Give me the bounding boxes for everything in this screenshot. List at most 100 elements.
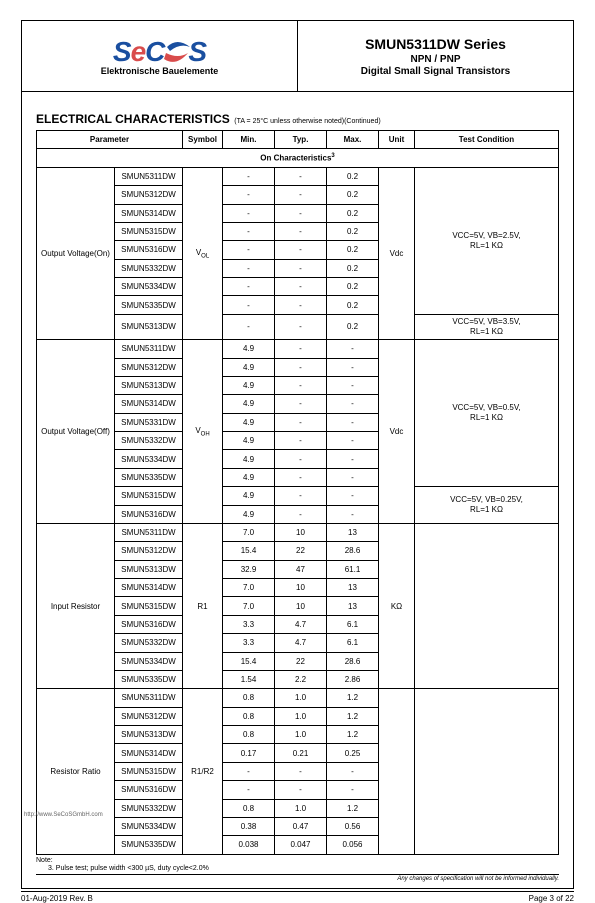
table-cell: SMUN5332DW [115, 432, 183, 450]
table-cell: 4.9 [223, 413, 275, 431]
table-cell: SMUN5332DW [115, 799, 183, 817]
table-row: SMUN5313DW--0.2VCC=5V, VB=3.5V,RL=1 KΩ [37, 314, 559, 339]
table-cell: 4.9 [223, 505, 275, 523]
series-description: Digital Small Signal Transistors [361, 66, 511, 77]
table-cell: - [223, 204, 275, 222]
table-cell: 4.9 [223, 468, 275, 486]
table-cell [415, 523, 559, 688]
table-cell: - [327, 413, 379, 431]
on-characteristics-cell: On Characteristics3 [37, 149, 559, 167]
table-row: Output Voltage(Off)SMUN5311DWVOH4.9--Vdc… [37, 340, 559, 358]
table-cell: - [327, 762, 379, 780]
table-cell: SMUN5334DW [115, 652, 183, 670]
table-cell: VCC=5V, VB=2.5V,RL=1 KΩ [415, 167, 559, 314]
table-cell: SMUN5314DW [115, 744, 183, 762]
table-cell: - [275, 340, 327, 358]
table-cell: 10 [275, 597, 327, 615]
logo: S e C S [113, 36, 206, 68]
table-cell: SMUN5314DW [115, 579, 183, 597]
table-cell: SMUN5315DW [115, 762, 183, 780]
logo-letter-s1: S [113, 36, 131, 68]
table-cell: Resistor Ratio [37, 689, 115, 854]
table-cell: SMUN5313DW [115, 726, 183, 744]
table-cell: 3.3 [223, 634, 275, 652]
table-cell: 1.2 [327, 799, 379, 817]
table-cell: SMUN5311DW [115, 523, 183, 541]
th-symbol: Symbol [183, 131, 223, 149]
on-characteristics-row: On Characteristics3 [37, 149, 559, 167]
table-cell: - [275, 241, 327, 259]
table-cell: - [275, 296, 327, 314]
notes: Note: 3. Pulse test; pulse width <300 µS… [36, 857, 559, 874]
table-cell: 13 [327, 579, 379, 597]
table-cell [379, 689, 415, 854]
table-cell: - [327, 468, 379, 486]
table-cell: SMUN5331DW [115, 413, 183, 431]
table-row: Resistor RatioSMUN5311DWR1/R20.81.01.2 [37, 689, 559, 707]
table-cell: SMUN5316DW [115, 241, 183, 259]
table-cell: - [275, 259, 327, 277]
table-cell: 10 [275, 579, 327, 597]
table-cell: 28.6 [327, 542, 379, 560]
table-cell: 0.8 [223, 726, 275, 744]
table-cell: SMUN5311DW [115, 689, 183, 707]
table-cell: SMUN5316DW [115, 615, 183, 633]
table-row: Output Voltage(On)SMUN5311DWVOL--0.2VdcV… [37, 167, 559, 185]
table-cell: 10 [275, 523, 327, 541]
table-cell: - [275, 278, 327, 296]
table-cell: VOL [183, 167, 223, 339]
table-cell: 0.047 [275, 836, 327, 854]
table-cell: Vdc [379, 340, 415, 524]
table-cell: VCC=5V, VB=3.5V,RL=1 KΩ [415, 314, 559, 339]
table-cell: - [223, 222, 275, 240]
table-cell: 0.17 [223, 744, 275, 762]
series-title: SMUN5311DW Series [365, 36, 506, 52]
table-cell: - [327, 376, 379, 394]
series-subtitle: NPN / PNP [410, 54, 460, 65]
table-cell: 4.9 [223, 395, 275, 413]
table-cell: 4.7 [275, 634, 327, 652]
table-cell: 2.86 [327, 670, 379, 688]
table-cell: SMUN5334DW [115, 450, 183, 468]
table-cell: - [275, 376, 327, 394]
table-cell: SMUN5335DW [115, 296, 183, 314]
table-cell: 6.1 [327, 615, 379, 633]
table-cell: 0.2 [327, 314, 379, 339]
note-line: 3. Pulse test; pulse width <300 µS, duty… [36, 865, 559, 873]
table-cell: - [327, 450, 379, 468]
table-cell: 22 [275, 652, 327, 670]
table-cell: 0.21 [275, 744, 327, 762]
table-cell: 32.9 [223, 560, 275, 578]
table-cell: 0.038 [223, 836, 275, 854]
header-right: SMUN5311DW Series NPN / PNP Digital Smal… [298, 21, 573, 91]
table-cell: SMUN5334DW [115, 817, 183, 835]
footer: 01-Aug-2019 Rev. B Page 3 of 22 [21, 891, 574, 903]
header: S e C S Elektronische Bauelemente SMUN53… [22, 21, 573, 92]
table-cell: R1/R2 [183, 689, 223, 854]
table-cell: SMUN5332DW [115, 259, 183, 277]
table-cell: - [275, 358, 327, 376]
table-cell: 0.2 [327, 278, 379, 296]
table-cell: 4.9 [223, 340, 275, 358]
table-cell: 7.0 [223, 523, 275, 541]
disclaimer: Any changes of specification will not be… [36, 874, 559, 882]
header-left: S e C S Elektronische Bauelemente [22, 21, 298, 91]
content-area: ELECTRICAL CHARACTERISTICS (TA = 25°C un… [22, 92, 573, 888]
table-cell: 61.1 [327, 560, 379, 578]
table-cell: 4.9 [223, 450, 275, 468]
table-cell: SMUN5312DW [115, 358, 183, 376]
note-label: Note: [36, 857, 559, 865]
footer-date: 01-Aug-2019 Rev. B [21, 894, 93, 903]
section-conditions: (TA = 25°C unless otherwise noted)(Conti… [234, 118, 380, 125]
table-cell: 0.2 [327, 186, 379, 204]
table-cell: - [327, 358, 379, 376]
table-cell: 0.8 [223, 707, 275, 725]
logo-swoosh-icon [164, 37, 188, 61]
table-cell: 1.2 [327, 726, 379, 744]
th-min: Min. [223, 131, 275, 149]
table-cell: 0.056 [327, 836, 379, 854]
table-cell: SMUN5313DW [115, 560, 183, 578]
table-cell: - [275, 505, 327, 523]
table-cell: 0.56 [327, 817, 379, 835]
table-cell: 0.2 [327, 167, 379, 185]
